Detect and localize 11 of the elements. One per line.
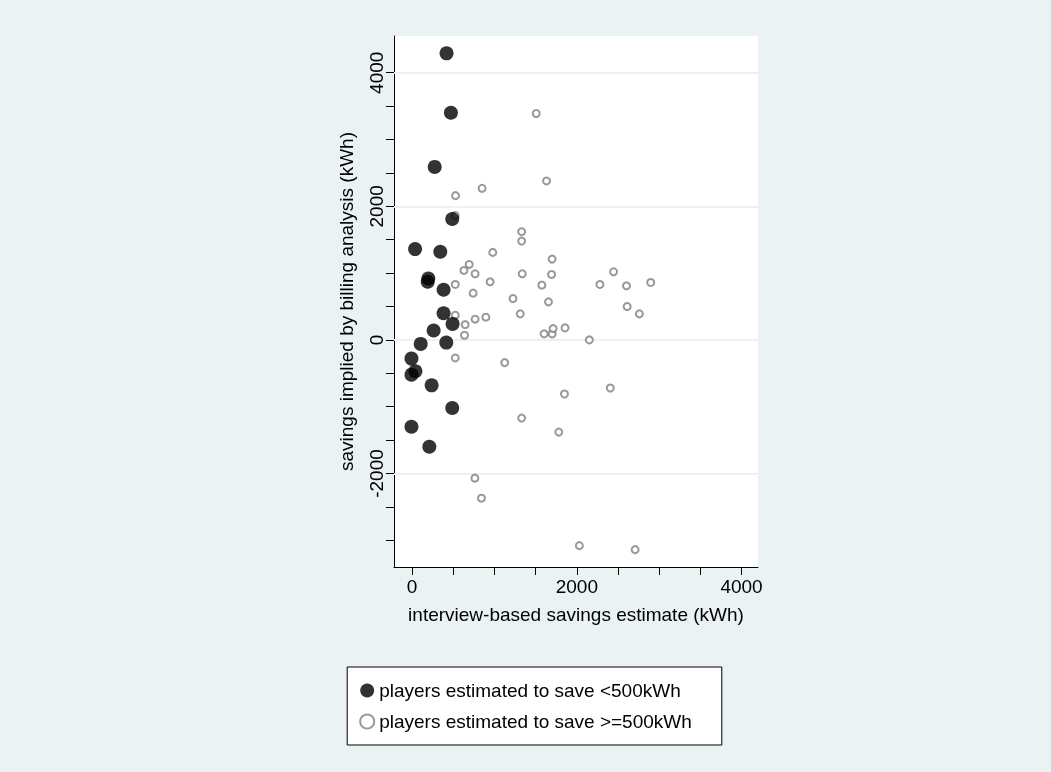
legend-label: players estimated to save <500kWh	[379, 680, 681, 701]
x-tick-label: 0	[406, 576, 418, 597]
y-tick-label: -2000	[366, 449, 387, 498]
y-axis-title: savings implied by billing analysis (kWh)	[336, 132, 357, 471]
y-tick-label: 0	[366, 334, 387, 346]
y-tick-label: 4000	[366, 51, 387, 94]
y-tick-label: 2000	[366, 185, 387, 228]
x-tick-label: 2000	[555, 576, 598, 597]
legend-label: players estimated to save >=500kWh	[379, 711, 692, 732]
x-axis-title: interview-based savings estimate (kWh)	[408, 604, 744, 625]
x-tick-label: 4000	[720, 576, 763, 597]
